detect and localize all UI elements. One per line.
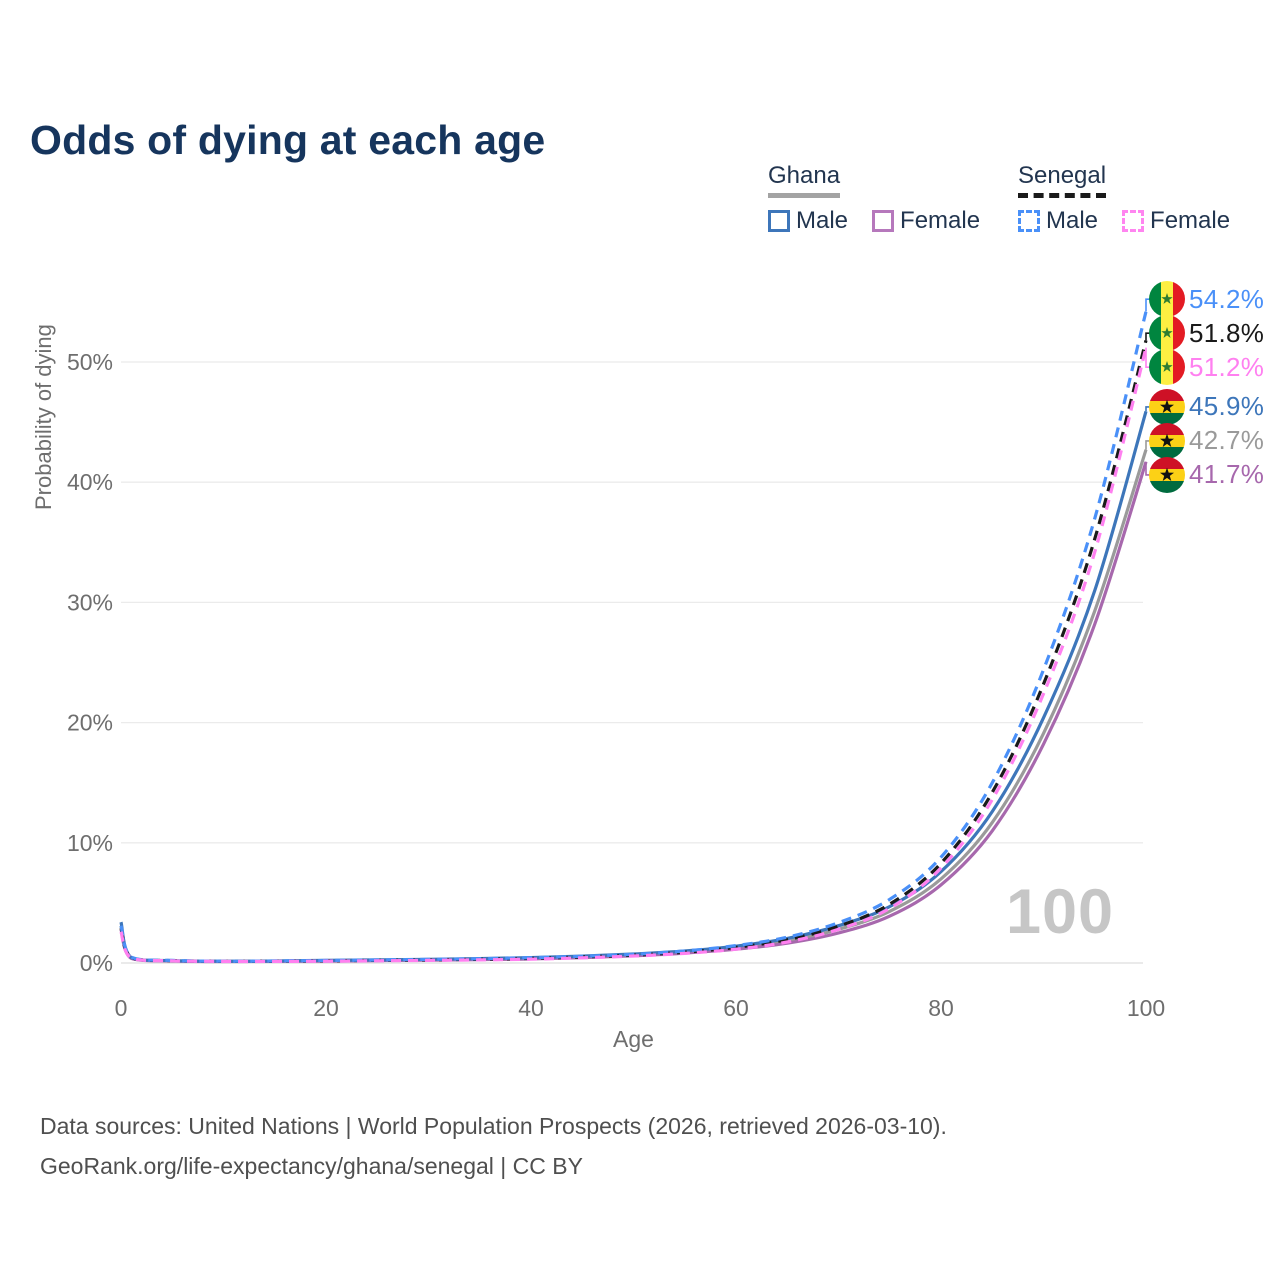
senegal-flag-icon <box>1149 349 1185 386</box>
legend-header-senegal[interactable]: Senegal <box>1018 162 1107 198</box>
end-label-connector-ghana-female <box>1145 461 1150 476</box>
y-tick-30%: 30% <box>67 589 113 615</box>
legend-group-senegal: Senegal Male Female <box>1018 162 1230 235</box>
legend-label-ghana-female: Female <box>900 207 981 234</box>
series-line-senegal-male[interactable] <box>119 311 1148 963</box>
end-label-ghana-male: 45.9% <box>1149 388 1265 425</box>
end-label-value-senegal-male: 54.2% <box>1189 283 1265 314</box>
end-label-value-ghana-female: 41.7% <box>1189 459 1265 490</box>
ghana-female-swatch-icon <box>872 210 895 232</box>
y-tick-50%: 50% <box>67 349 113 375</box>
x-axis-title: Age <box>613 1026 654 1052</box>
end-label-value-ghana-male: 45.9% <box>1189 391 1265 422</box>
end-label-connector-senegal-female <box>1145 347 1150 368</box>
x-tick-80: 80 <box>928 995 954 1021</box>
senegal-flag-icon <box>1149 315 1185 352</box>
end-label-connector-ghana-all <box>1145 440 1150 450</box>
legend-header-ghana[interactable]: Ghana <box>768 162 841 198</box>
end-label-connector-ghana-male <box>1145 406 1150 412</box>
end-label-connector-senegal-male <box>1145 298 1150 312</box>
legend-item-ghana-female[interactable]: Female <box>872 207 980 235</box>
senegal-female-swatch-icon <box>1122 210 1145 232</box>
legend-item-senegal-female[interactable]: Female <box>1122 207 1230 235</box>
x-tick-100: 100 <box>1127 995 1165 1021</box>
end-label-connector-senegal-all <box>1145 332 1150 341</box>
x-tick-20: 20 <box>313 995 339 1021</box>
x-tick-60: 60 <box>723 995 749 1021</box>
y-tick-20%: 20% <box>67 710 113 736</box>
legend-label-ghana-male: Male <box>796 207 849 234</box>
legend-item-senegal-male[interactable]: Male <box>1018 207 1098 235</box>
senegal-male-swatch-icon <box>1018 210 1040 232</box>
y-tick-10%: 10% <box>67 830 113 856</box>
series-line-ghana-female[interactable] <box>119 461 1148 964</box>
x-tick-40: 40 <box>518 995 544 1021</box>
end-label-value-senegal-female: 51.2% <box>1189 351 1265 382</box>
end-label-senegal-all: 51.8% <box>1149 315 1265 352</box>
footer-attribution[interactable]: GeoRank.org/life-expectancy/ghana/senega… <box>40 1153 583 1179</box>
end-label-value-ghana-all: 42.7% <box>1189 425 1265 456</box>
page-title: Odds of dying at each age <box>30 117 546 164</box>
series-line-ghana-all[interactable] <box>119 449 1148 964</box>
ghana-flag-icon <box>1149 456 1185 493</box>
footer: Data sources: United Nations | World Pop… <box>40 1106 947 1186</box>
footer-data-sources: Data sources: United Nations | World Pop… <box>40 1113 947 1139</box>
series-line-senegal-all[interactable] <box>119 340 1148 963</box>
end-label-senegal-male: 54.2% <box>1149 281 1265 318</box>
x-tick-0: 0 <box>115 995 128 1021</box>
end-label-ghana-female: 41.7% <box>1149 456 1265 493</box>
series-line-senegal-female[interactable] <box>119 347 1148 964</box>
legend: Ghana Male Female Senegal Male Female <box>0 162 1280 242</box>
legend-item-ghana-male[interactable]: Male <box>768 207 848 235</box>
series-line-ghana-male[interactable] <box>119 410 1148 963</box>
legend-label-senegal-male: Male <box>1046 207 1099 234</box>
y-tick-40%: 40% <box>67 469 113 495</box>
ghana-flag-icon <box>1149 388 1185 425</box>
end-label-ghana-all: 42.7% <box>1149 422 1265 459</box>
ghana-male-swatch-icon <box>768 210 790 232</box>
end-label-value-senegal-all: 51.8% <box>1189 317 1265 348</box>
senegal-flag-icon <box>1149 281 1185 318</box>
end-label-senegal-female: 51.2% <box>1149 349 1265 386</box>
ghana-flag-icon <box>1149 422 1185 459</box>
hovered-age-watermark: 100 <box>1005 877 1115 947</box>
legend-group-ghana: Ghana Male Female <box>768 162 980 235</box>
y-tick-0%: 0% <box>80 950 113 976</box>
legend-label-senegal-female: Female <box>1150 207 1231 234</box>
